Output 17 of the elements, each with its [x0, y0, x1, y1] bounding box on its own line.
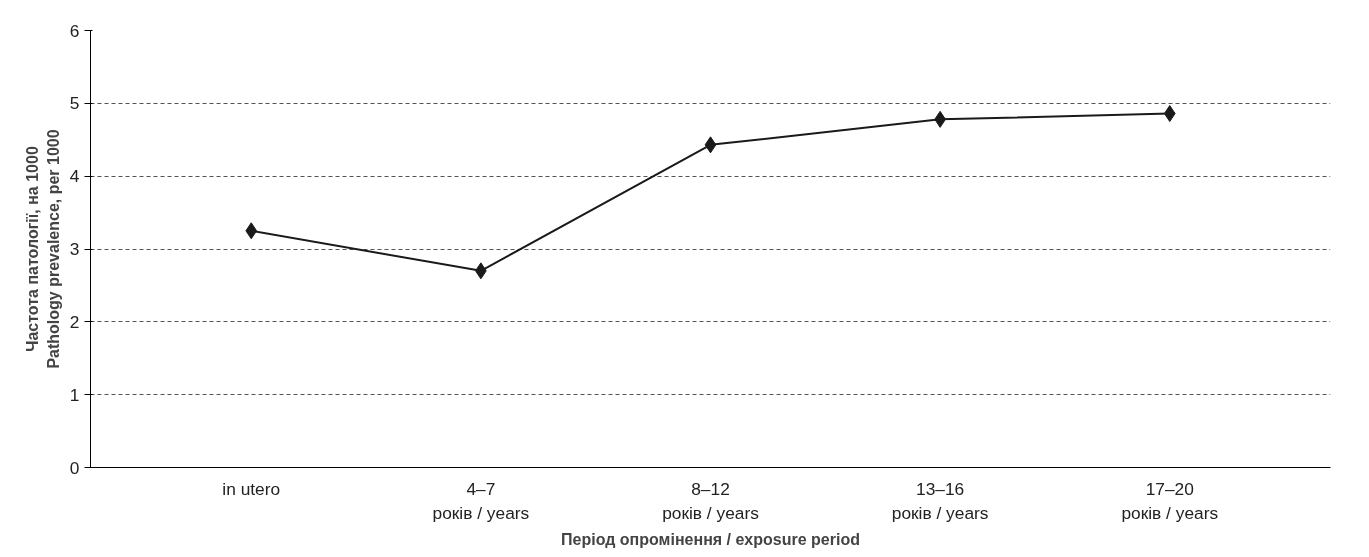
x-tick-label: 4–7 років / years — [432, 478, 530, 523]
y-tick-label: 3 — [69, 239, 80, 259]
y-axis-title: Частота патології, на 1000 Pathology prevalence, per 1000 — [24, 129, 62, 369]
point — [245, 222, 258, 240]
x-tick-label: 17–20 років / years — [1121, 478, 1219, 523]
x-tick-label: in utero — [222, 478, 281, 499]
y-tick-label: 5 — [69, 93, 80, 114]
y-tick-label: 0 — [69, 457, 80, 478]
y-tick-label: 6 — [69, 20, 80, 41]
point — [1163, 105, 1176, 123]
x-axis-title: Період опромінення / exposure period — [561, 530, 860, 548]
point — [704, 136, 717, 154]
y-tick-label: 1 — [69, 384, 80, 405]
x-tick-label: 8–12 років / years — [662, 478, 760, 523]
y-tick-label: 4 — [69, 166, 80, 187]
y-tick-label: 2 — [69, 311, 80, 332]
x-tick-label: 13–16 років / years — [891, 478, 989, 523]
